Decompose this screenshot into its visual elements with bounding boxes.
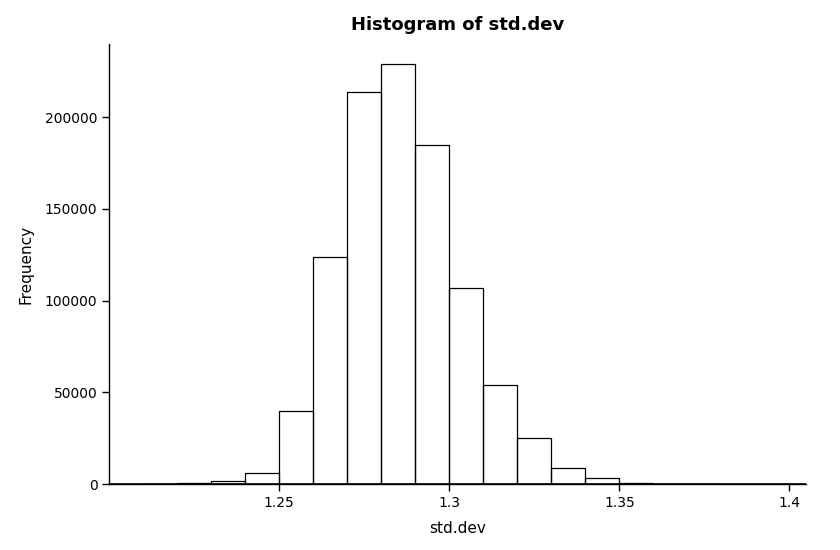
- X-axis label: std.dev: std.dev: [429, 521, 486, 536]
- Title: Histogram of std.dev: Histogram of std.dev: [351, 16, 564, 34]
- Y-axis label: Frequency: Frequency: [18, 224, 34, 304]
